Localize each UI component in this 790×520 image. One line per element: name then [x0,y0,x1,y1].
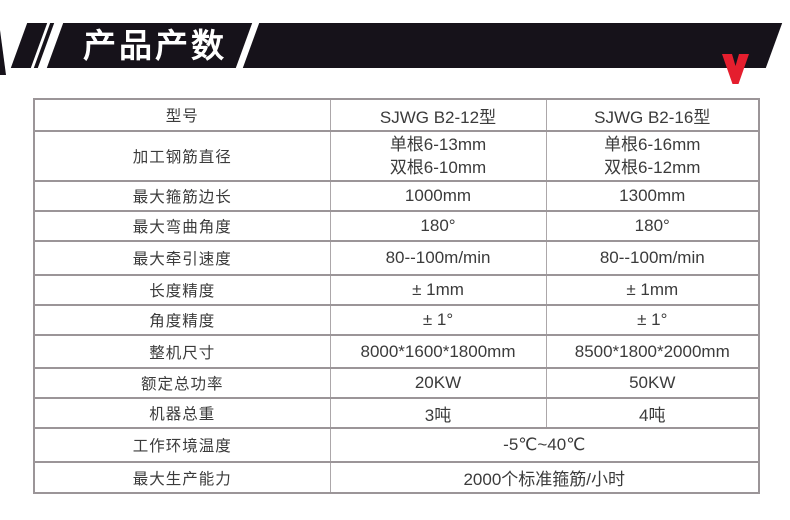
table-row: 额定总功率 20KW 50KW [33,367,759,398]
spec-label: 整机尺寸 [33,334,330,368]
spec-value: 1300mm [545,180,759,211]
model-name: SJWG B2-12型 [329,98,546,131]
spec-value: 8500*1800*2000mm [545,334,759,368]
spec-value: 180° [545,210,759,241]
spec-value: 8000*1600*1800mm [329,334,546,368]
spec-label: 最大箍筋边长 [33,180,330,211]
table-row: 最大牵引速度 80--100m/min 80--100m/min [33,240,759,275]
table-row: 整机尺寸 8000*1600*1800mm 8500*1800*2000mm [33,334,759,368]
spec-value-merged: 2000个标准箍筋/小时 [329,461,759,493]
table-row: 工作环境温度 -5℃~40℃ [33,427,759,462]
model-name: SJWG B2-16型 [545,98,759,131]
spec-value: 单根6-16mm 双根6-12mm [545,130,759,181]
spec-label: 型号 [33,98,330,131]
red-v-arrow-icon [722,54,749,84]
spec-value: ± 1° [329,304,546,335]
table-row: 最大生产能力 2000个标准箍筋/小时 [33,461,759,493]
spec-value: 80--100m/min [329,240,546,275]
banner-slash-decoration [235,23,260,68]
spec-table: 型号 SJWG B2-12型 SJWG B2-16型 加工钢筋直径 单根6-13… [33,98,760,494]
spec-value-line: 双根6-12mm [604,158,701,177]
spec-label: 最大生产能力 [33,461,330,493]
spec-value: 4吨 [545,397,759,428]
spec-value: 50KW [545,367,759,398]
spec-value: 180° [329,210,546,241]
table-row: 角度精度 ± 1° ± 1° [33,304,759,335]
table-row: 最大箍筋边长 1000mm 1300mm [33,180,759,211]
spec-value-merged: -5℃~40℃ [329,427,759,462]
table-row: 型号 SJWG B2-12型 SJWG B2-16型 [33,98,759,131]
spec-label: 额定总功率 [33,367,330,398]
spec-label: 机器总重 [33,397,330,428]
spec-value: 80--100m/min [545,240,759,275]
spec-value-line: 单根6-16mm [604,135,701,154]
spec-value-line: 双根6-10mm [389,158,487,177]
spec-value: ± 1mm [545,274,759,305]
spec-value: 1000mm [329,180,546,211]
spec-value: 单根6-13mm 双根6-10mm [329,130,546,181]
table-row: 长度精度 ± 1mm ± 1mm [33,274,759,305]
spec-value: 20KW [329,367,546,398]
spec-label: 最大牵引速度 [33,240,330,275]
spec-value: ± 1° [545,304,759,335]
spec-label: 长度精度 [33,274,330,305]
spec-label: 加工钢筋直径 [33,130,330,181]
spec-label: 工作环境温度 [33,427,330,462]
table-row: 最大弯曲角度 180° 180° [33,210,759,241]
spec-label: 角度精度 [33,304,330,335]
spec-value: 3吨 [329,397,546,428]
spec-value-line: 单根6-13mm [389,135,487,154]
spec-label: 最大弯曲角度 [33,210,330,241]
section-title: 产品产数 [83,27,227,64]
left-edge-slash-decoration [0,30,6,75]
spec-value: ± 1mm [329,274,546,305]
table-row: 加工钢筋直径 单根6-13mm 双根6-10mm 单根6-16mm 双根6-12… [33,130,759,181]
table-row: 机器总重 3吨 4吨 [33,397,759,428]
